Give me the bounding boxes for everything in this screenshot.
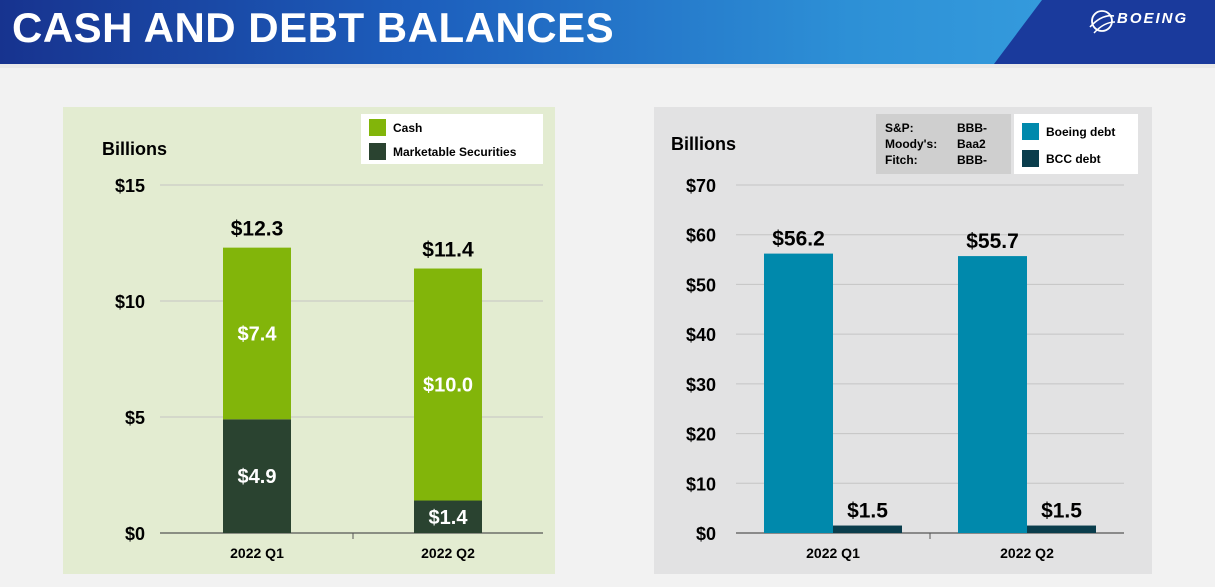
y-tick-label: $50 xyxy=(686,275,716,295)
rating-value: BBB- xyxy=(957,121,987,135)
bar-value-label: $55.7 xyxy=(966,230,1019,253)
legend-swatch-cash xyxy=(369,119,386,136)
bar-boeing-debt xyxy=(958,256,1027,533)
legend-label-cash: Cash xyxy=(393,121,423,135)
rating-row-fitch: Fitch: BBB- xyxy=(885,153,1005,167)
legend-swatch-marketable-securities xyxy=(369,143,386,160)
legend-label-marketable-securities: Marketable Securities xyxy=(393,145,517,159)
logo-block xyxy=(994,0,1215,64)
bar-value-label: $7.4 xyxy=(238,323,278,345)
y-tick-label: $40 xyxy=(686,325,716,345)
bar-bcc-debt xyxy=(833,525,902,533)
y-tick-label: $20 xyxy=(686,425,716,445)
y-tick-label: $10 xyxy=(115,292,145,312)
x-tick-label: 2022 Q1 xyxy=(230,545,284,561)
y-axis-title: Billions xyxy=(102,139,167,159)
cash-legend: Cash Marketable Securities xyxy=(361,114,543,164)
y-axis-title: Billions xyxy=(671,134,736,154)
title-bar: CASH AND DEBT BALANCES xyxy=(0,0,1215,64)
bar-value-label: $1.5 xyxy=(847,500,888,523)
boeing-logo-icon xyxy=(1089,10,1116,34)
legend-swatch-boeing-debt xyxy=(1022,123,1039,140)
rating-value: Baa2 xyxy=(957,137,986,151)
y-tick-label: $30 xyxy=(686,375,716,395)
rating-value: BBB- xyxy=(957,153,987,167)
bar-value-label: $4.9 xyxy=(238,466,277,488)
title-bar-divider xyxy=(0,64,1215,68)
debt-legend: Boeing debt BCC debt xyxy=(1014,114,1138,174)
x-tick-label: 2022 Q1 xyxy=(806,545,860,561)
y-tick-label: $70 xyxy=(686,176,716,196)
bar-value-label: $56.2 xyxy=(772,228,825,251)
y-tick-label: $60 xyxy=(686,226,716,246)
rating-row-sp: S&P: BBB- xyxy=(885,121,1005,135)
boeing-wordmark: BOEING xyxy=(1117,10,1189,27)
x-tick-label: 2022 Q2 xyxy=(421,545,475,561)
y-tick-label: $0 xyxy=(696,524,716,544)
legend-swatch-bcc-debt xyxy=(1022,150,1039,167)
rating-agency: Moody's: xyxy=(885,137,938,151)
bar-value-label: $1.5 xyxy=(1041,500,1082,523)
bar-total-label: $11.4 xyxy=(422,239,474,262)
legend-label-bcc-debt: BCC debt xyxy=(1046,152,1101,166)
rating-agency: Fitch: xyxy=(885,153,918,167)
rating-row-moodys: Moody's: Baa2 xyxy=(885,137,1005,151)
bar-value-label: $10.0 xyxy=(423,375,473,397)
y-tick-label: $0 xyxy=(125,524,145,544)
page-title: CASH AND DEBT BALANCES xyxy=(12,4,615,51)
bar-cash xyxy=(223,247,291,420)
x-tick-label: 2022 Q2 xyxy=(1000,545,1054,561)
y-tick-label: $15 xyxy=(115,176,145,196)
bar-value-label: $1.4 xyxy=(429,507,469,529)
bar-marketable-securities xyxy=(414,500,482,533)
bar-cash xyxy=(414,268,482,501)
y-tick-label: $5 xyxy=(125,408,145,428)
bar-bcc-debt xyxy=(1027,525,1096,533)
legend-label-boeing-debt: Boeing debt xyxy=(1046,125,1116,139)
bar-boeing-debt xyxy=(764,253,833,533)
credit-ratings-box: S&P: BBB- Moody's: Baa2 Fitch: BBB- xyxy=(876,114,1011,174)
bar-total-label: $12.3 xyxy=(231,218,284,241)
rating-agency: S&P: xyxy=(885,121,914,135)
bar-marketable-securities xyxy=(223,419,291,533)
y-tick-label: $10 xyxy=(686,474,716,494)
